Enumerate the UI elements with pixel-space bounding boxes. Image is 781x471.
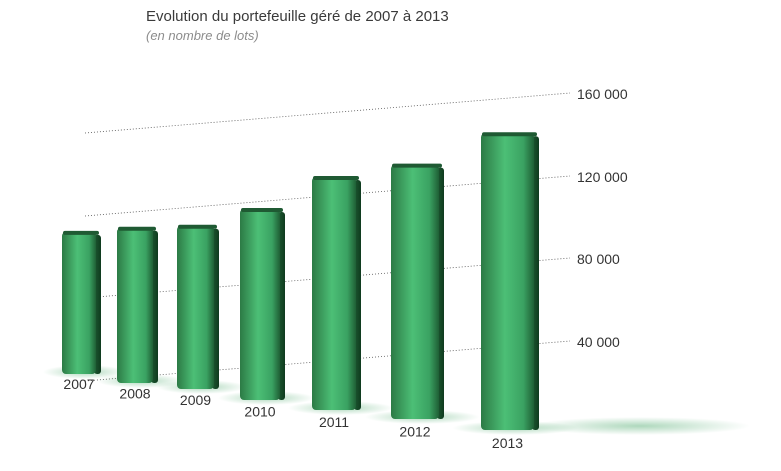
bar-2012 [391,164,439,419]
y-tick-label: 120 000 [577,169,628,185]
x-category-label: 2013 [492,435,523,451]
bar-2011 [312,176,356,410]
bar-top [313,175,359,180]
x-category-label: 2009 [180,392,211,408]
bar-top [241,207,283,212]
chart-subtitle: (en nombre de lots) [146,28,259,43]
bar-2009 [177,225,214,389]
bar-2013 [481,133,534,430]
bar-top [118,226,156,231]
bar-2008 [117,227,153,383]
bar-top [482,132,537,137]
x-category-label: 2008 [119,386,150,402]
floor-glow [530,417,750,435]
bar-2007 [62,231,96,374]
bar-top [63,230,99,235]
x-category-label: 2011 [319,414,349,430]
x-category-label: 2012 [399,424,430,440]
x-category-label: 2007 [63,376,94,392]
bar-top [178,224,217,229]
chart-title: Evolution du portefeuille géré de 2007 à… [146,8,449,25]
y-tick-label: 80 000 [577,251,620,267]
gridline [84,92,571,134]
bar-2010 [240,208,280,400]
y-tick-label: 160 000 [577,86,628,102]
y-tick-label: 40 000 [577,334,620,350]
bar-top [392,163,442,168]
x-category-label: 2010 [244,404,275,420]
